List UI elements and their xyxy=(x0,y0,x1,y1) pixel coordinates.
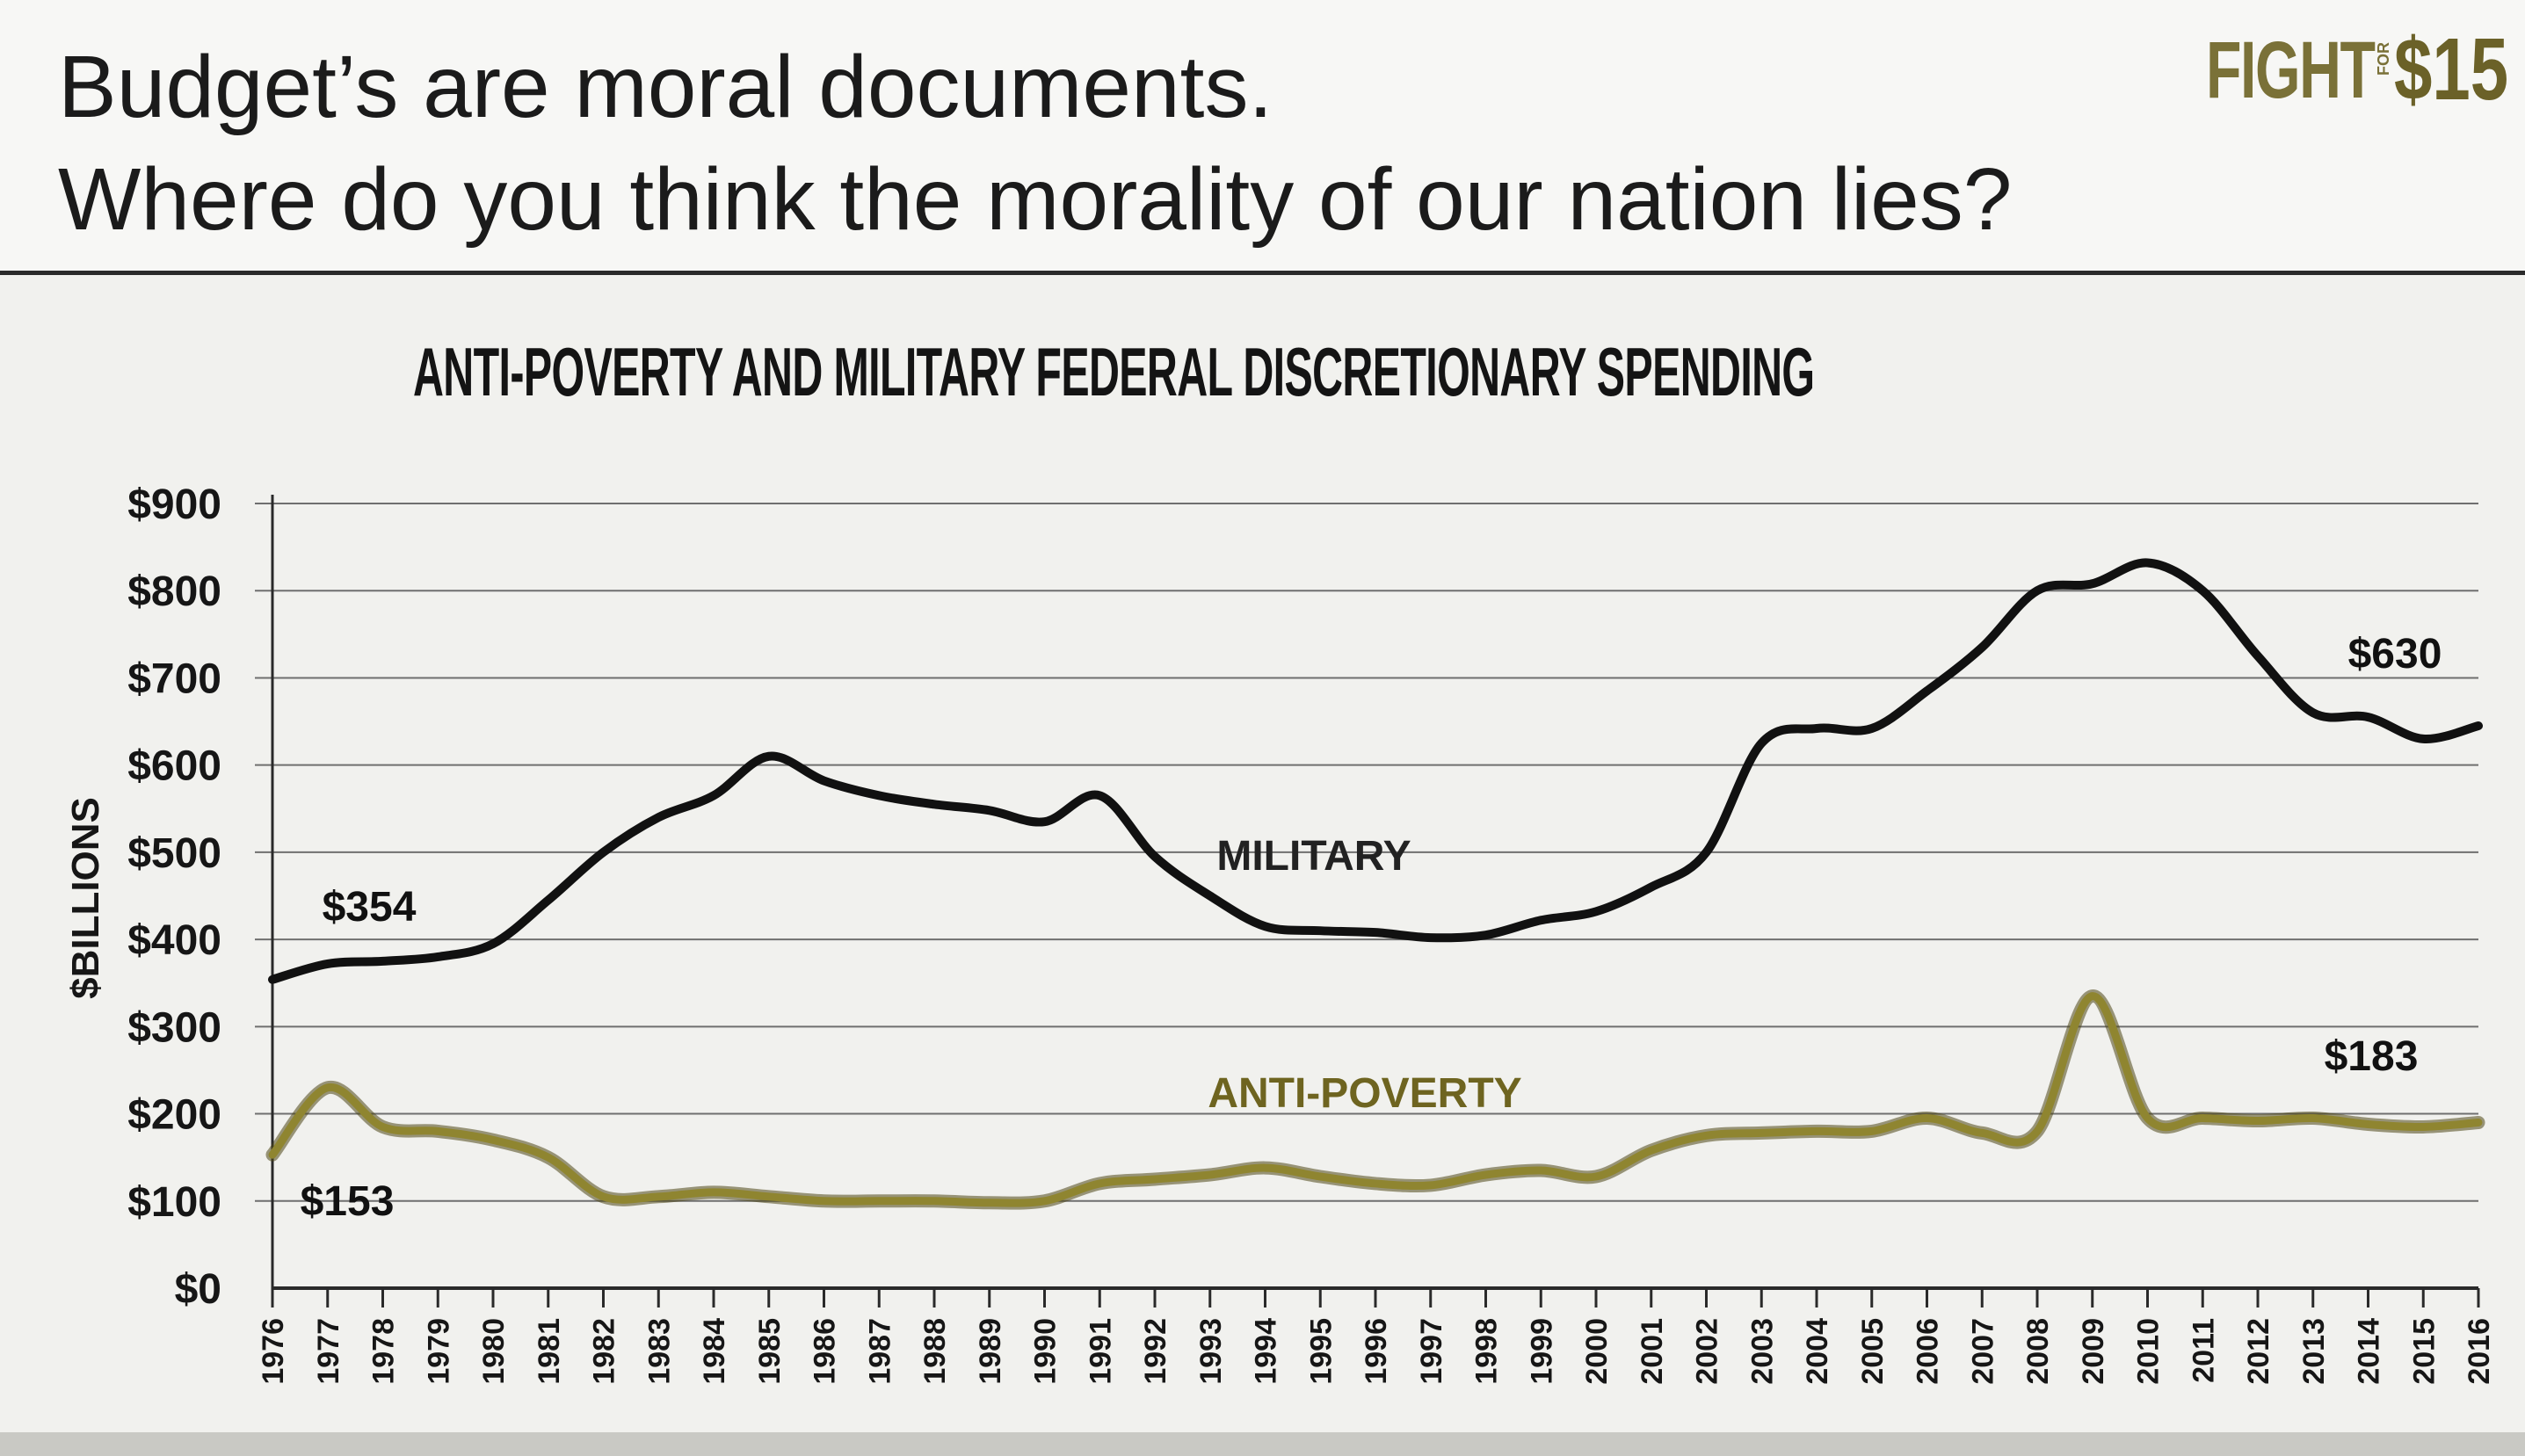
logo-word-fight: FIGHT xyxy=(2206,25,2376,115)
y-tick-label: $600 xyxy=(127,743,221,790)
x-tick-label: 2014 xyxy=(2353,1318,2386,1385)
x-tick-labels: 1976 1977 1978 1979 1980 1981 1982 1983 1984 1985… xyxy=(257,1318,2496,1385)
chart-title: ANTI-POVERTY AND MILITARY FEDERAL DISCRE… xyxy=(413,333,1815,410)
chart-annotations: MILITARY ANTI-POVERTY $354 $153 $630 $183 xyxy=(301,631,2442,1225)
series-lines xyxy=(265,558,2485,1210)
question-line-2: Where do you think the morality of our n… xyxy=(58,150,2013,249)
x-tick-label: 2007 xyxy=(1966,1318,1999,1385)
x-tick-label: 1977 xyxy=(312,1318,345,1385)
x-tick-label: 1993 xyxy=(1194,1318,1228,1385)
x-tick-label: 1982 xyxy=(588,1318,621,1385)
x-tick-label: 2010 xyxy=(2132,1318,2166,1385)
x-tick-label: 1980 xyxy=(477,1318,511,1385)
x-tick-label: 2005 xyxy=(1856,1318,1890,1385)
x-tick-label: 2009 xyxy=(2077,1318,2110,1385)
grid-lines xyxy=(255,503,2478,1202)
y-tick-label: $0 xyxy=(175,1266,221,1313)
x-tick-label: 1991 xyxy=(1084,1318,1117,1385)
x-tick-label: 1998 xyxy=(1470,1318,1504,1385)
x-tick-label: 1985 xyxy=(753,1318,787,1385)
x-tick-label: 1997 xyxy=(1415,1318,1448,1385)
series-label-anti-poverty: ANTI-POVERTY xyxy=(1208,1070,1521,1117)
x-tick-label: 2015 xyxy=(2407,1318,2441,1385)
x-tick-label: 1987 xyxy=(863,1318,896,1385)
x-tick-label: 1984 xyxy=(698,1318,731,1385)
header-divider xyxy=(0,271,2525,275)
slide-header: Budget’s are moral documents. Where do y… xyxy=(0,0,2525,274)
y-tick-label: $500 xyxy=(127,830,221,877)
x-tick-label: 1976 xyxy=(257,1318,290,1385)
x-tick-label: 1989 xyxy=(974,1318,1007,1385)
x-tick-label: 2011 xyxy=(2187,1318,2220,1383)
series-line-military xyxy=(268,558,2483,984)
y-tick-label: $400 xyxy=(127,917,221,964)
x-tick-label: 1986 xyxy=(809,1318,842,1385)
y-tick-label: $900 xyxy=(127,482,221,528)
y-tick-label: $800 xyxy=(127,569,221,615)
fight-for-15-logo: FIGHT FOR $15 xyxy=(2206,18,2525,123)
y-tick-label: $700 xyxy=(127,656,221,702)
x-tick-label: 2008 xyxy=(2021,1318,2055,1385)
annotation-military-end: $630 xyxy=(2348,631,2442,677)
y-tick-labels: $0 $100 $200 $300 $400 $500 $600 $700 $800 $900 xyxy=(127,482,221,1313)
annotation-anti-poverty-end: $183 xyxy=(2325,1033,2419,1080)
bottom-strip xyxy=(0,1432,2525,1456)
annotation-military-start: $354 xyxy=(323,884,417,931)
logo-word-15: $15 xyxy=(2394,20,2509,119)
x-tick-label: 2013 xyxy=(2297,1318,2331,1385)
y-tick-label: $200 xyxy=(127,1092,221,1139)
x-tick-label: 1994 xyxy=(1250,1318,1283,1385)
y-axis-label: $BILLIONS xyxy=(64,797,107,999)
x-tick-label: 2003 xyxy=(1745,1318,1779,1385)
x-tick-label: 2002 xyxy=(1691,1318,1724,1385)
x-tick-label: 2016 xyxy=(2463,1318,2496,1385)
x-tick-label: 2006 xyxy=(1912,1318,1945,1385)
x-tick-label: 2001 xyxy=(1636,1318,1669,1385)
x-tick-label: 1990 xyxy=(1029,1318,1063,1385)
series-line-anti-poverty xyxy=(268,992,2483,1207)
x-tick-label: 1979 xyxy=(422,1318,455,1385)
x-tick-label: 2000 xyxy=(1580,1318,1614,1385)
x-tick-label: 1981 xyxy=(533,1318,566,1385)
x-tick-label: 1978 xyxy=(367,1318,401,1385)
y-tick-label: $300 xyxy=(127,1004,221,1051)
x-tick-label: 1996 xyxy=(1360,1318,1393,1385)
x-tick-label: 2012 xyxy=(2242,1318,2275,1385)
x-tick-label: 1995 xyxy=(1304,1318,1338,1385)
y-tick-label: $100 xyxy=(127,1179,221,1226)
question-line-1: Budget’s are moral documents. xyxy=(58,38,1273,136)
x-tick-label: 1988 xyxy=(918,1318,952,1385)
annotation-anti-poverty-start: $153 xyxy=(301,1178,395,1225)
x-tick-label: 1983 xyxy=(642,1318,676,1385)
x-tick-label: 2004 xyxy=(1801,1318,1834,1385)
series-label-military: MILITARY xyxy=(1216,833,1411,880)
x-tick-label: 1999 xyxy=(1525,1318,1558,1385)
x-tick-label: 1992 xyxy=(1139,1318,1172,1385)
